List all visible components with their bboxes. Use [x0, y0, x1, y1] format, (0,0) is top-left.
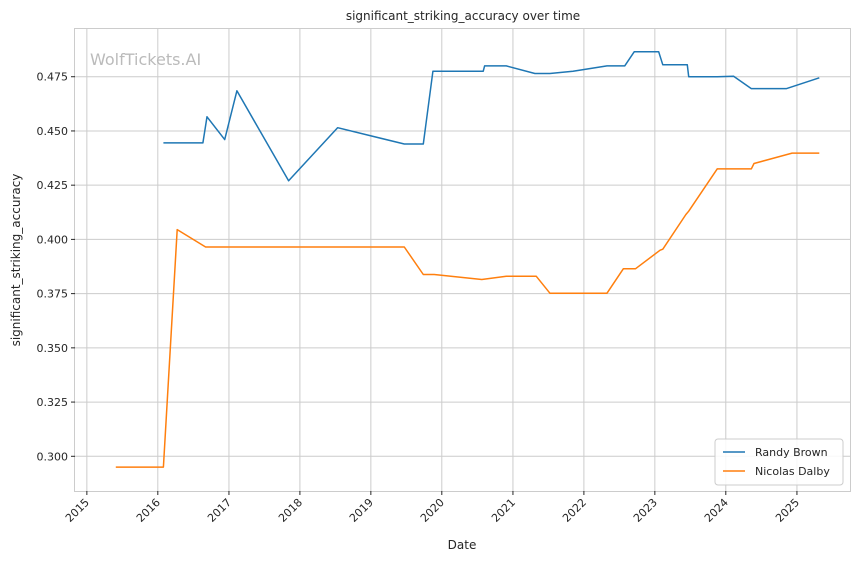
x-tick-label: 2019 [347, 496, 376, 525]
x-tick-labels: 2015 2016 2017 2018 2019 2020 2021 2022 2023 2024… [63, 491, 802, 525]
y-axis-label: significant_striking_accuracy [9, 174, 23, 347]
y-tick-labels: 0.300 0.325 0.350 0.375 0.400 0.425 0.450 0.475 [37, 71, 75, 463]
x-tick-label: 2021 [489, 496, 518, 525]
y-tick-label: 0.350 [37, 342, 69, 355]
x-tick-label: 2015 [63, 496, 92, 525]
x-tick-label: 2023 [631, 496, 660, 525]
legend-label-randy-brown: Randy Brown [755, 446, 828, 459]
x-tick-label: 2024 [702, 496, 731, 525]
watermark: WolfTickets.AI [90, 50, 201, 69]
series-line-nicolas-dalby [115, 152, 820, 468]
plot-area [74, 28, 851, 492]
y-tick-label: 0.450 [37, 125, 69, 138]
x-tick-label: 2017 [205, 496, 234, 525]
legend-box [714, 438, 844, 486]
y-tick-label: 0.325 [37, 396, 69, 409]
x-axis-label: Date [448, 538, 477, 552]
y-tick-label: 0.300 [37, 450, 69, 463]
y-tick-label: 0.400 [37, 233, 69, 246]
series-line-randy-brown [163, 51, 820, 182]
y-tick-label: 0.425 [37, 179, 69, 192]
x-tick-label: 2016 [134, 496, 163, 525]
legend: Randy Brown Nicolas Dalby [714, 438, 844, 486]
series-layer [115, 51, 820, 468]
x-tick-label: 2022 [560, 496, 589, 525]
x-tick-label: 2020 [418, 496, 447, 525]
y-tick-label: 0.475 [37, 71, 69, 84]
legend-label-nicolas-dalby: Nicolas Dalby [755, 465, 830, 478]
grid [75, 29, 850, 491]
x-tick-label: 2025 [773, 496, 802, 525]
x-tick-label: 2018 [276, 496, 305, 525]
chart-title: significant_striking_accuracy over time [346, 9, 580, 23]
y-tick-label: 0.375 [37, 288, 69, 301]
